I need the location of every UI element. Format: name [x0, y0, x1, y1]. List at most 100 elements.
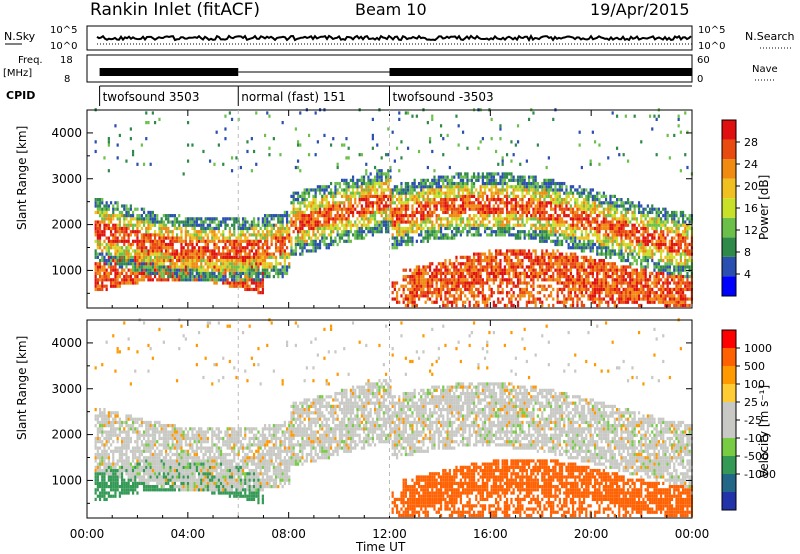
data-cell [145, 246, 148, 250]
data-cell [184, 220, 187, 224]
data-cell [294, 226, 297, 231]
data-cell [589, 249, 592, 253]
data-cell [312, 233, 315, 237]
data-cell [499, 188, 502, 192]
data-cell [541, 236, 544, 240]
data-cell [323, 198, 326, 202]
data-cell [420, 223, 423, 227]
data-cell [107, 220, 110, 224]
data-cell [153, 265, 157, 269]
data-cell [384, 210, 388, 215]
data-cell [470, 271, 473, 275]
data-cell [382, 217, 385, 221]
data-cell [453, 194, 456, 198]
data-cell [263, 233, 267, 237]
data-cell [303, 194, 306, 198]
data-cell [140, 220, 143, 224]
data-cell [523, 204, 526, 208]
data-cell [259, 233, 262, 237]
data-cell [105, 226, 108, 231]
data-cell [426, 201, 429, 205]
data-cell [325, 188, 328, 192]
data-cell [593, 291, 597, 295]
nsky-line [96, 34, 692, 43]
data-cell [145, 252, 148, 256]
data-cell [211, 275, 214, 279]
data-cell [534, 230, 537, 234]
data-cell [382, 220, 385, 224]
data-cell [343, 223, 346, 227]
data-cell [450, 204, 454, 208]
data-cell [472, 172, 476, 176]
data-cell [186, 278, 190, 282]
data-cell [103, 239, 106, 243]
data-cell [411, 271, 414, 275]
data-cell [125, 278, 128, 282]
data-cell [534, 258, 537, 263]
data-cell [250, 246, 253, 250]
data-cell [598, 236, 601, 240]
data-cell [541, 278, 544, 282]
data-cell [136, 242, 139, 247]
data-cell [241, 265, 245, 269]
data-cell [268, 262, 271, 266]
data-cell [105, 268, 108, 272]
data-cell [393, 281, 396, 285]
data-cell [457, 278, 460, 282]
data-cell [479, 255, 482, 259]
data-cell [138, 249, 141, 253]
data-cell [512, 153, 515, 157]
data-cell [277, 233, 280, 237]
data-cell [395, 204, 399, 208]
data-cell [285, 220, 289, 224]
data-cell [571, 220, 575, 224]
data-cell [334, 201, 337, 205]
data-cell [142, 262, 146, 266]
data-cell [437, 214, 440, 218]
data-cell [466, 178, 469, 182]
data-cell [362, 236, 366, 240]
data-cell [211, 220, 214, 224]
data-cell [582, 191, 586, 195]
data-cell [195, 236, 198, 240]
data-cell [453, 226, 456, 231]
data-cell [549, 284, 553, 288]
data-cell [457, 262, 460, 266]
data-cell [431, 181, 434, 186]
data-cell [140, 217, 143, 221]
data-cell [140, 242, 143, 247]
data-cell [255, 242, 258, 247]
data-cell [547, 233, 550, 237]
data-cell [444, 291, 447, 295]
data-cell [268, 265, 271, 269]
data-cell [472, 268, 476, 272]
data-cell [312, 188, 315, 192]
data-cell [499, 291, 502, 295]
data-cell [116, 156, 119, 160]
data-cell [494, 275, 498, 279]
data-cell [424, 181, 427, 186]
data-cell [492, 255, 495, 259]
data-cell [365, 172, 368, 176]
data-cell [171, 220, 174, 224]
data-cell [563, 236, 566, 240]
data-cell [279, 153, 282, 157]
data-cell [536, 233, 539, 237]
data-cell [193, 278, 196, 282]
data-cell [472, 303, 476, 308]
data-cell [505, 204, 509, 208]
data-cell [417, 265, 421, 269]
data-cell [239, 258, 242, 263]
data-cell [387, 153, 390, 157]
data-cell [285, 210, 289, 215]
data-cell [552, 233, 555, 237]
data-cell [263, 275, 267, 279]
data-cell [589, 284, 592, 288]
data-cell [156, 233, 159, 237]
data-cell [345, 191, 348, 195]
data-cell [492, 204, 495, 208]
data-cell [556, 275, 559, 279]
data-cell [519, 185, 522, 189]
data-cell [490, 198, 493, 202]
data-cell [369, 191, 372, 195]
